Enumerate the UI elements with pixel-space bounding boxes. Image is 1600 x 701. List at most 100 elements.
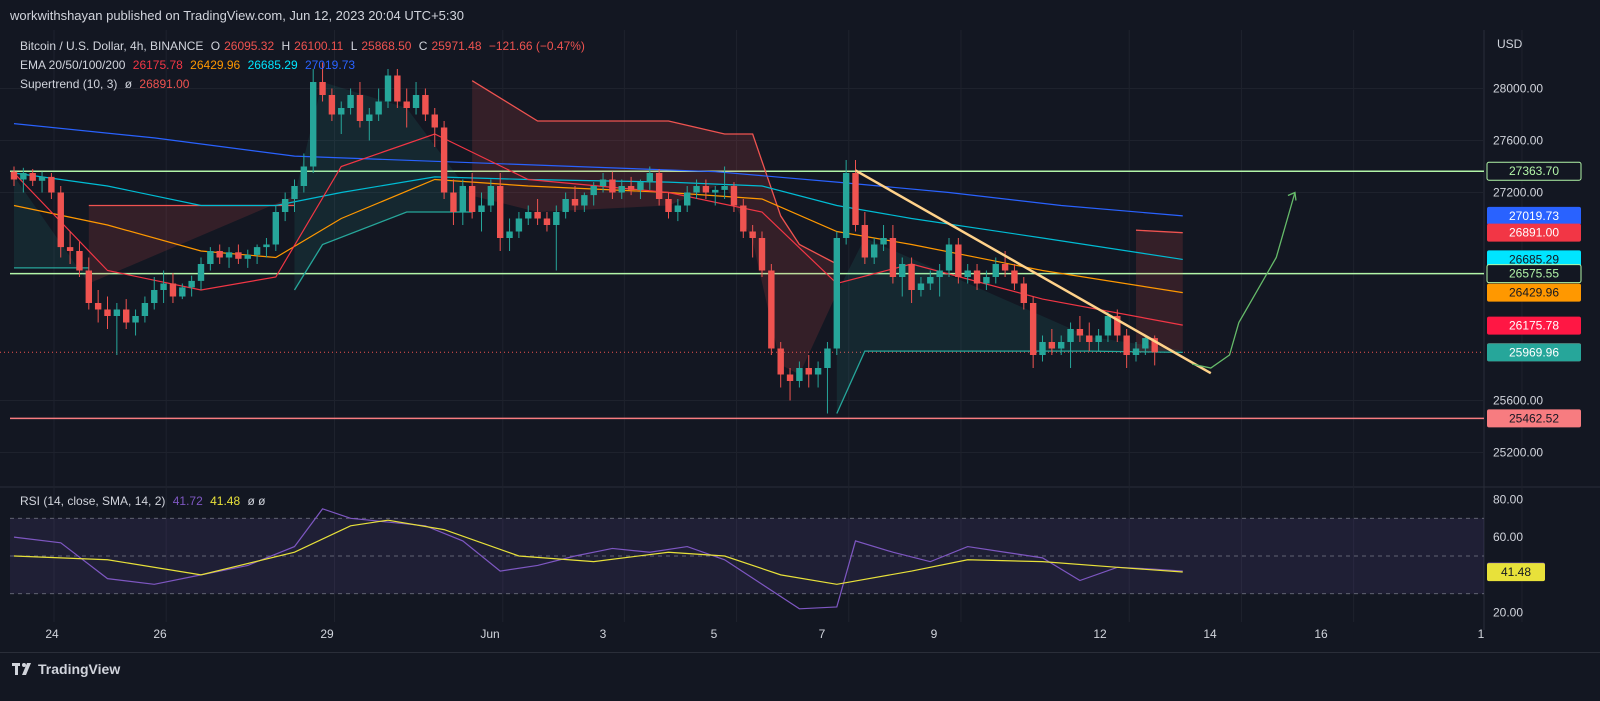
- candle: [132, 309, 139, 336]
- rsi-ma-value: 41.48: [210, 494, 241, 508]
- candle-body: [871, 244, 878, 258]
- candle: [253, 244, 261, 264]
- candle: [684, 186, 691, 212]
- candle-body: [1001, 264, 1009, 271]
- candle: [702, 179, 710, 199]
- candle: [20, 167, 27, 193]
- candle-body: [983, 277, 990, 284]
- legend-ema: EMA 20/50/100/200 26175.78 26429.96 2668…: [20, 58, 359, 72]
- candle-body: [356, 95, 364, 121]
- candle: [197, 257, 205, 290]
- low-value: 25868.50: [361, 39, 412, 53]
- price-tag-bg: [1487, 316, 1581, 335]
- candle: [1104, 312, 1112, 342]
- rsi-extra: ø ø: [247, 494, 266, 508]
- candle-body: [1114, 316, 1121, 336]
- candle-body: [786, 374, 794, 381]
- candle-body: [487, 186, 495, 206]
- candle-body: [459, 186, 466, 212]
- drawings[interactable]: [854, 169, 1297, 375]
- candle-body: [852, 173, 859, 225]
- high-label: H: [281, 39, 291, 53]
- horizontal-levels: [0, 170, 1484, 420]
- candle-body: [571, 199, 579, 206]
- candle: [1020, 277, 1027, 310]
- candle-body: [85, 270, 92, 303]
- candle: [29, 169, 36, 186]
- candle: [786, 368, 794, 401]
- candle-body: [422, 95, 429, 115]
- ema50-value: 26429.96: [190, 58, 241, 72]
- candle: [76, 241, 83, 277]
- candle-body: [842, 173, 850, 238]
- close-value: 25971.48: [431, 39, 482, 53]
- candle-body: [684, 192, 691, 206]
- candle: [525, 205, 532, 225]
- candle: [777, 342, 784, 388]
- candle-body: [506, 231, 513, 238]
- candle: [927, 270, 934, 290]
- x-tick-label: 24: [45, 627, 59, 641]
- y-tick-label: 25200.00: [1493, 446, 1543, 460]
- candle: [908, 257, 915, 303]
- candle-body: [123, 309, 130, 323]
- supertrend-symbol: ø: [124, 77, 133, 91]
- tradingview-logo[interactable]: TradingView: [12, 661, 120, 677]
- candle-body: [141, 303, 149, 316]
- candle-body: [768, 270, 775, 349]
- candle: [1011, 264, 1018, 290]
- change-value: −121.66 (−0.47%): [488, 39, 585, 53]
- supertrend-down-line: [1135, 229, 1183, 234]
- candle: [936, 264, 943, 297]
- price-tag-label: 25969.96: [1509, 345, 1559, 359]
- price-tag-bg: [1486, 161, 1582, 181]
- candle-body: [29, 173, 36, 181]
- candle-body: [534, 212, 541, 219]
- candle: [478, 192, 485, 232]
- candle-body: [1067, 329, 1074, 342]
- candle: [403, 88, 410, 128]
- candle: [693, 179, 700, 199]
- candle: [880, 225, 887, 251]
- price-tag-bg: [1487, 343, 1581, 362]
- candle-body: [225, 252, 233, 258]
- candle: [758, 231, 766, 277]
- candle: [207, 247, 214, 271]
- candle: [291, 179, 298, 212]
- trendline[interactable]: [854, 169, 1212, 375]
- candle-body: [160, 283, 167, 290]
- supertrend-up-line: [293, 211, 473, 291]
- candle: [917, 277, 925, 297]
- candle-body: [590, 186, 597, 196]
- candle: [796, 361, 803, 388]
- candle: [590, 182, 597, 206]
- price-tag-bg: [1487, 223, 1581, 242]
- candle-body: [945, 244, 953, 271]
- projection-path[interactable]: [1191, 192, 1296, 369]
- tradingview-logo-icon: [12, 663, 31, 675]
- candle-body: [1132, 348, 1140, 355]
- candle-body: [927, 277, 934, 284]
- candle: [721, 166, 728, 199]
- candle-body: [94, 303, 102, 310]
- price-tag-label: 27019.73: [1509, 209, 1559, 223]
- candle-body: [169, 283, 177, 297]
- candle-body: [57, 192, 64, 248]
- candle-body: [468, 186, 476, 212]
- candle: [842, 160, 850, 245]
- candle: [450, 179, 457, 225]
- candle: [562, 192, 569, 219]
- price-tag-label: 26685.29: [1509, 252, 1559, 266]
- header-bar: workwithshayan published on TradingView.…: [0, 0, 1600, 30]
- candle: [281, 192, 289, 222]
- candle: [515, 212, 523, 238]
- candle: [740, 199, 747, 238]
- chart[interactable]: USD 28000.00 27600.00 27200.00 25600.00 25200…: [0, 30, 1600, 652]
- candle: [599, 173, 607, 193]
- candle: [814, 361, 822, 388]
- candle-body: [450, 192, 457, 212]
- candle: [38, 171, 46, 193]
- candle: [151, 277, 158, 310]
- candle-body: [665, 199, 672, 212]
- candle: [431, 108, 438, 147]
